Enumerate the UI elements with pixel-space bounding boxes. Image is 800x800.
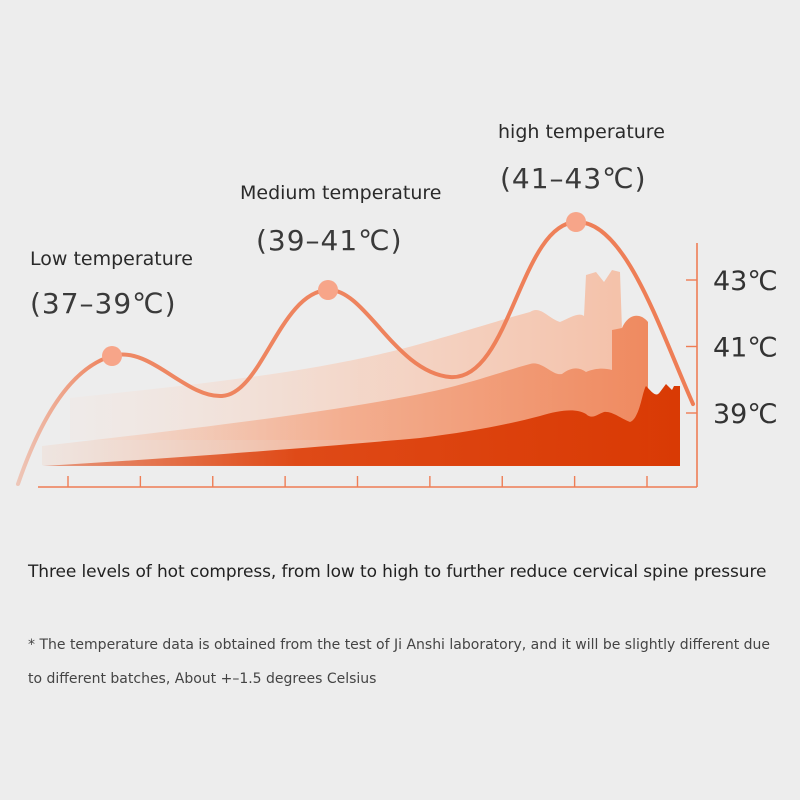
peak-marker-1 (102, 346, 122, 366)
level-high-name: high temperature (498, 121, 665, 143)
area-high-band (42, 384, 680, 466)
level-medium-range: (39–41℃) (256, 224, 403, 257)
headline: Three levels of hot compress, from low t… (28, 562, 767, 582)
peak-markers (102, 212, 586, 366)
y-axis-ticks: 43℃ 41℃ 39℃ (686, 266, 778, 430)
y-tick-label: 43℃ (713, 266, 778, 297)
peak-marker-3 (566, 212, 586, 232)
x-axis-ticks (67, 476, 648, 487)
level-low-range: (37–39℃) (30, 287, 177, 320)
peak-marker-2 (318, 280, 338, 300)
footnote: * The temperature data is obtained from … (28, 637, 771, 687)
level-high-range: (41–43℃) (500, 162, 647, 195)
level-low-name: Low temperature (30, 248, 193, 270)
temperature-chart: 43℃ 41℃ 39℃ Low temperature (37–39℃) Mediu… (16, 121, 778, 488)
level-medium-name: Medium temperature (240, 182, 441, 204)
y-tick-label: 41℃ (713, 333, 778, 364)
y-tick-label: 39℃ (713, 399, 778, 430)
